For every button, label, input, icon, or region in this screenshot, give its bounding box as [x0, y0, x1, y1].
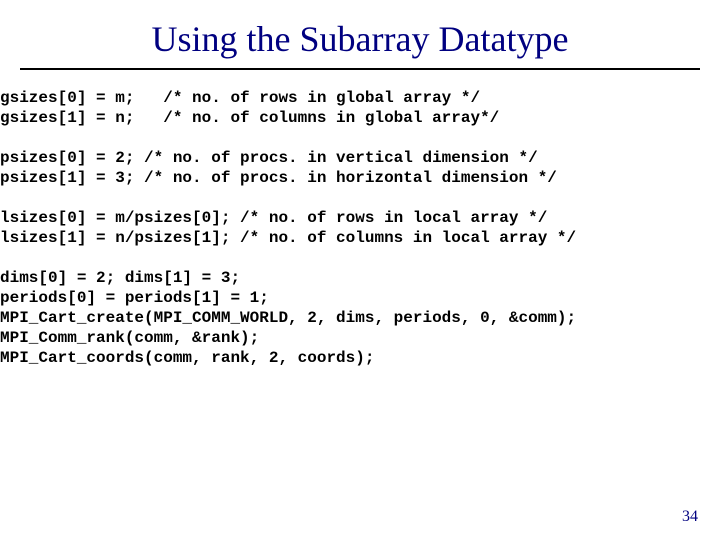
code-line: lsizes[1] = n/psizes[1]; /* no. of colum…: [0, 229, 576, 247]
code-block: gsizes[0] = m; /* no. of rows in global …: [0, 88, 720, 368]
code-line: psizes[0] = 2; /* no. of procs. in verti…: [0, 149, 538, 167]
title-rule: [20, 68, 700, 70]
slide-title: Using the Subarray Datatype: [0, 0, 720, 68]
code-line: dims[0] = 2; dims[1] = 3;: [0, 269, 240, 287]
code-line: MPI_Cart_coords(comm, rank, 2, coords);: [0, 349, 374, 367]
code-line: MPI_Comm_rank(comm, &rank);: [0, 329, 259, 347]
page-number: 34: [682, 508, 698, 526]
code-line: gsizes[0] = m; /* no. of rows in global …: [0, 89, 480, 107]
code-line: periods[0] = periods[1] = 1;: [0, 289, 269, 307]
code-line: gsizes[1] = n; /* no. of columns in glob…: [0, 109, 499, 127]
code-line: lsizes[0] = m/psizes[0]; /* no. of rows …: [0, 209, 547, 227]
code-line: psizes[1] = 3; /* no. of procs. in horiz…: [0, 169, 557, 187]
code-line: MPI_Cart_create(MPI_COMM_WORLD, 2, dims,…: [0, 309, 576, 327]
